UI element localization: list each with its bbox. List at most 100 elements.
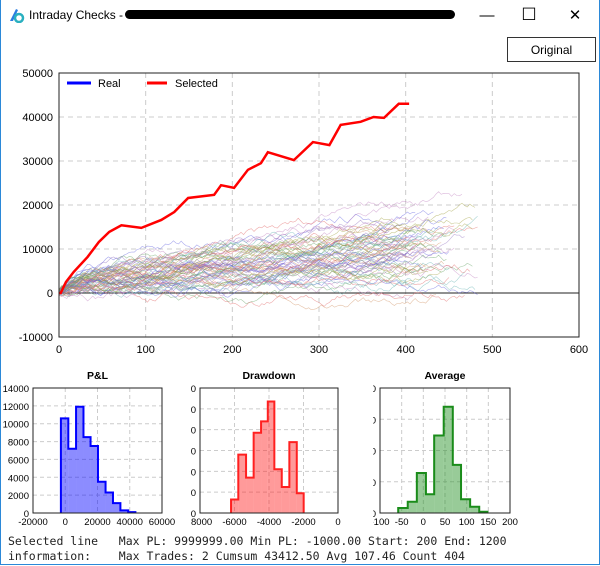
simulated-curve bbox=[58, 264, 429, 296]
x-tick-label: -6000 bbox=[222, 517, 246, 528]
plot-frame bbox=[199, 387, 339, 514]
status-label-1: Selected line bbox=[8, 534, 99, 548]
status-line-1: Max PL: 9999999.00 Min PL: -1000.00 Star… bbox=[118, 534, 507, 548]
histogram-title: P&L bbox=[87, 370, 109, 382]
status-label-2: information: bbox=[8, 549, 92, 563]
x-tick-label: 0 bbox=[56, 344, 62, 356]
y-tick-label: 30000 bbox=[22, 156, 53, 168]
y-tick-label: 10000 bbox=[373, 447, 376, 458]
y-tick-label: 0 bbox=[24, 509, 29, 520]
histogram-bar bbox=[443, 406, 453, 513]
x-tick-label: 600 bbox=[570, 344, 588, 356]
histogram-bar bbox=[83, 437, 91, 513]
x-tick-label: -50 bbox=[395, 517, 409, 528]
y-tick-label: 0 bbox=[191, 509, 196, 520]
histogram-bar bbox=[434, 435, 444, 513]
histogram-outline bbox=[397, 405, 489, 513]
equity-curves-chart: 0 100 200 300 400 500 600-10000010000200003000… bbox=[19, 68, 588, 356]
x-tick-label: 20000 bbox=[84, 517, 110, 528]
y-tick-label: 20000 bbox=[22, 200, 53, 212]
app-logo-icon bbox=[10, 9, 25, 23]
simulated-curve bbox=[58, 234, 408, 294]
histogram-title: Average bbox=[424, 370, 465, 382]
y-tick-label: 6000 bbox=[8, 455, 29, 466]
y-tick-label: 15000 bbox=[373, 415, 376, 426]
histogram-bar bbox=[425, 494, 435, 513]
y-tick-label: 0 bbox=[47, 288, 53, 300]
pl-histogram: P&L-20000 0 20000 40000 60000020004000600080… bbox=[3, 370, 176, 528]
histogram-bar bbox=[461, 499, 471, 513]
histogram-bar bbox=[267, 401, 275, 513]
y-tick-label: 0 bbox=[373, 509, 376, 520]
x-tick-label: 200 bbox=[223, 344, 241, 356]
y-tick-label: 12000 bbox=[3, 402, 29, 413]
histogram-bar bbox=[105, 492, 113, 513]
simulated-curve bbox=[58, 254, 447, 295]
close-button[interactable]: ✕ bbox=[568, 7, 582, 24]
minimize-button[interactable]: — bbox=[479, 6, 495, 24]
simulated-curve bbox=[58, 259, 398, 295]
simulated-curve bbox=[58, 242, 419, 294]
y-tick-label: 6000 bbox=[191, 447, 196, 458]
redacted-title-text bbox=[125, 10, 455, 19]
y-tick-label: 8000 bbox=[191, 426, 196, 437]
simulated-curve bbox=[58, 224, 411, 294]
simulated-curve bbox=[58, 241, 426, 292]
y-tick-label: 10000 bbox=[22, 244, 53, 256]
y-tick-label: 2000 bbox=[8, 491, 29, 502]
x-tick-label: 150 bbox=[480, 517, 496, 528]
y-tick-label: 40000 bbox=[22, 112, 53, 124]
histogram-bar bbox=[296, 493, 304, 513]
simulated-curve bbox=[58, 223, 473, 291]
y-tick-label: 4000 bbox=[191, 467, 196, 478]
y-tick-label: 10000 bbox=[3, 420, 29, 431]
y-tick-label: 20000 bbox=[373, 384, 376, 395]
selected-line-info: Selected line Max PL: 9999999.00 Min PL:… bbox=[8, 534, 507, 564]
x-tick-label: 0 bbox=[421, 517, 426, 528]
title-bar: Intraday Checks - — ☐ ✕ bbox=[1, 0, 599, 30]
x-tick-label: 60000 bbox=[149, 517, 175, 528]
y-tick-label: 50000 bbox=[22, 68, 53, 80]
y-tick-label: 2000 bbox=[191, 488, 196, 499]
histogram-bar bbox=[274, 469, 282, 513]
y-tick-label: 5000 bbox=[373, 478, 376, 489]
histogram-bar bbox=[416, 473, 426, 513]
plot-frame bbox=[32, 387, 163, 514]
histogram-bar bbox=[60, 418, 69, 513]
histogram-title: Drawdown bbox=[242, 370, 295, 382]
x-tick-label: 500 bbox=[483, 344, 501, 356]
histogram-bar bbox=[231, 499, 239, 513]
x-tick-label: 0 bbox=[335, 517, 340, 528]
x-tick-label: 0 bbox=[63, 517, 68, 528]
x-tick-label: -100 bbox=[373, 517, 390, 528]
simulated-curve bbox=[58, 245, 455, 299]
histogram-bar bbox=[246, 477, 254, 513]
simulated-curve bbox=[58, 228, 439, 292]
histogram-bar bbox=[398, 508, 408, 513]
drawdown-histogram: Drawdown -8000 -6000 -4000 -2000 0 0 2000 4000 60… bbox=[191, 370, 341, 528]
histogram-bar bbox=[289, 442, 297, 513]
simulated-curve bbox=[58, 241, 416, 292]
simulated-curve bbox=[58, 267, 450, 295]
simulated-curve bbox=[58, 254, 392, 293]
status-line-2: Max Trades: 2 Cumsum 43412.50 Avg 107.46… bbox=[118, 549, 465, 563]
x-tick-label: -4000 bbox=[257, 517, 281, 528]
original-button[interactable]: Original bbox=[507, 37, 596, 62]
y-tick-label: 10000 bbox=[191, 405, 196, 416]
histogram-bar bbox=[120, 510, 129, 513]
simulated-curve bbox=[58, 245, 400, 294]
y-tick-label: 12000 bbox=[191, 384, 196, 395]
x-tick-label: 300 bbox=[310, 344, 328, 356]
maximize-button[interactable]: ☐ bbox=[521, 5, 537, 24]
histogram-bar bbox=[97, 481, 106, 513]
x-tick-label: 200 bbox=[502, 517, 518, 528]
x-tick-label: -20000 bbox=[18, 517, 48, 528]
y-tick-label: 4000 bbox=[8, 473, 29, 484]
legend-real-label: Real bbox=[98, 78, 121, 90]
y-tick-label: 14000 bbox=[3, 384, 29, 395]
histogram-bar bbox=[112, 503, 121, 513]
simulated-curve bbox=[58, 211, 416, 294]
x-tick-label: 100 bbox=[136, 344, 154, 356]
histogram-outline bbox=[230, 400, 305, 513]
